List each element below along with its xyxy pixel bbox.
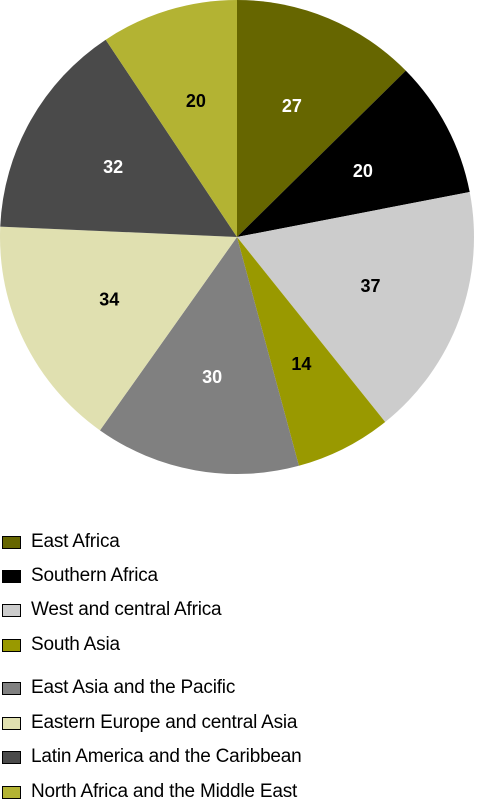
slice-value-label: 34 (99, 290, 119, 310)
legend-label: South Asia (31, 634, 120, 655)
legend-label: Southern Africa (31, 565, 158, 586)
legend-swatch (2, 603, 21, 617)
legend-item: South Asia (2, 633, 120, 657)
legend-swatch (2, 716, 21, 730)
slice-value-label: 20 (353, 161, 373, 181)
legend-swatch (2, 750, 21, 764)
legend-item: East Africa (2, 530, 120, 554)
pie-slice-7 (105, 0, 238, 237)
legend-swatch (2, 569, 21, 583)
legend-swatch (2, 785, 21, 799)
legend-item: Eastern Europe and central Asia (2, 711, 298, 735)
pie-slice-5 (0, 226, 237, 431)
legend-item: West and central Africa (2, 598, 222, 622)
legend-swatch (2, 535, 21, 549)
slice-value-label: 27 (282, 96, 302, 116)
legend-label: Eastern Europe and central Asia (31, 712, 298, 733)
legend-label: East Asia and the Pacific (31, 677, 236, 698)
pie-slice-2 (237, 192, 474, 422)
legend-item: Latin America and the Caribbean (2, 745, 302, 769)
legend-label: Latin America and the Caribbean (31, 746, 302, 767)
pie-chart: 27 20 37 14 30 34 32 20 (0, 0, 474, 474)
slice-value-label: 32 (103, 157, 123, 177)
legend-swatch (2, 681, 21, 695)
legend-label: East Africa (31, 531, 120, 552)
slice-value-label: 14 (291, 354, 311, 374)
legend-label: West and central Africa (31, 599, 222, 620)
legend-swatch (2, 638, 21, 652)
slice-value-label: 37 (360, 276, 380, 296)
legend-item: East Asia and the Pacific (2, 676, 235, 700)
pie-slice-0 (237, 0, 406, 237)
pie-slice-3 (237, 237, 386, 466)
pie-slice-1 (237, 70, 470, 237)
slice-value-label: 20 (186, 91, 206, 111)
legend-item: Southern Africa (2, 564, 158, 588)
legend-label: North Africa and the Middle East (31, 781, 298, 802)
pie-slice-4 (99, 237, 299, 474)
pie-slice-6 (0, 39, 237, 238)
slice-value-label: 30 (202, 367, 222, 387)
legend-item: North Africa and the Middle East (2, 780, 297, 804)
